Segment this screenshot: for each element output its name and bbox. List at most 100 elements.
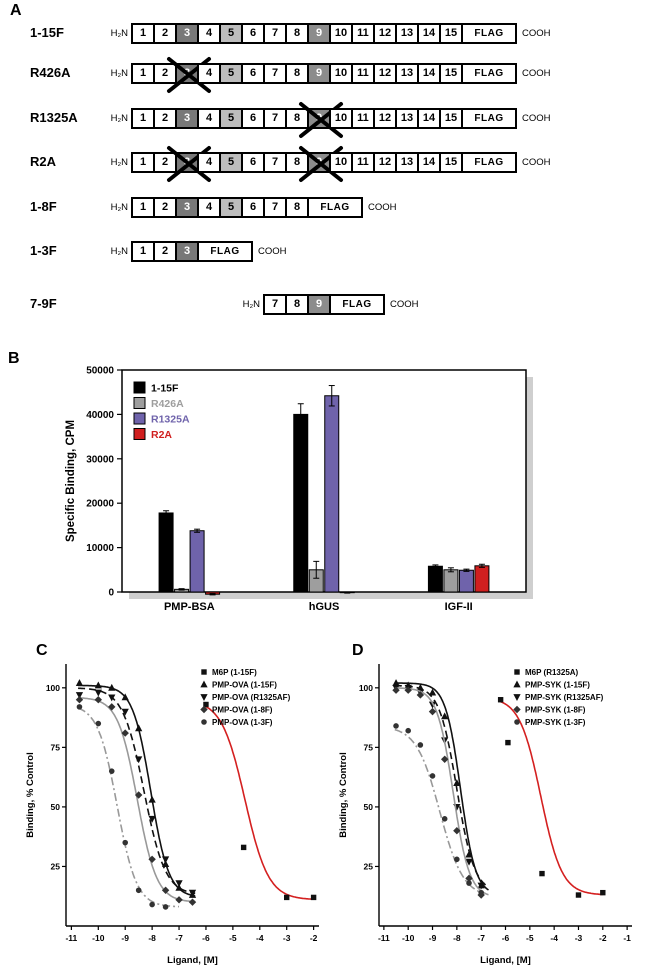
legend-label: PMP-OVA (1-3F) <box>212 718 273 727</box>
domain-box-15: 15 <box>439 22 463 44</box>
x-tick-label: -11 <box>378 933 390 943</box>
construct-label: 1-8F <box>30 199 57 214</box>
flag-tag-box: FLAG <box>307 196 363 218</box>
category-label: hGUS <box>309 601 340 613</box>
flag-tag-box: FLAG <box>461 62 517 84</box>
x-tick-label: -6 <box>502 933 510 943</box>
x-tick-label: -10 <box>92 933 105 943</box>
domain-box-9: 9 <box>307 22 331 44</box>
marker-triangle-down <box>200 694 208 701</box>
marker-circle <box>95 720 102 727</box>
legend: M6P (1-15F) PMP-OVA (1-15F) PMP-OVA (R1325… <box>200 668 291 727</box>
x-tick-label: -8 <box>148 933 156 943</box>
marker-diamond <box>161 886 170 894</box>
domain-box-2: 2 <box>153 240 177 262</box>
domain-box-6: 6 <box>241 151 265 173</box>
y-tick-label: 10000 <box>86 543 114 554</box>
marker-circle <box>149 901 155 908</box>
domain-box-1: 1 <box>131 107 155 129</box>
curve-M6P (1-15F) <box>204 705 314 900</box>
marker-triangle <box>94 681 102 689</box>
domain-box-7: 7 <box>263 196 287 218</box>
domain-box-11: 11 <box>351 62 375 84</box>
marker-triangle <box>161 860 170 867</box>
marker-square <box>575 892 582 898</box>
marker-diamond <box>453 827 461 835</box>
y-tick-label: 40000 <box>86 410 114 421</box>
n-terminus-label: H₂N <box>110 156 128 168</box>
x-tick-label: -6 <box>202 933 210 943</box>
marker-diamond <box>440 755 449 763</box>
c-terminus-label: COOH <box>522 156 551 168</box>
marker-diamond <box>392 686 400 694</box>
marker-triangle-down <box>161 856 170 864</box>
flag-tag-box: FLAG <box>329 293 385 315</box>
marker-diamond <box>416 691 425 699</box>
construct-label: R426A <box>30 65 71 80</box>
marker-square <box>497 697 504 703</box>
y-tick-label: 50 <box>51 802 61 812</box>
domain-box-11: 11 <box>351 107 375 129</box>
marker-triangle-down <box>108 694 116 702</box>
marker-triangle-down <box>188 889 197 897</box>
x-tick-label: -4 <box>550 933 558 943</box>
marker-circle <box>76 704 83 710</box>
construct-strip: H₂N 1 2 3 4 5 6 7 8 9 10 11 12 13 14 15 FLAG COOH <box>94 145 551 182</box>
x-tick-label: -9 <box>121 933 129 943</box>
domain-box-3: 3 <box>167 56 211 93</box>
marker-circle <box>122 839 129 846</box>
y-tick-label: 0 <box>108 588 114 599</box>
marker-triangle-down <box>465 858 473 866</box>
legend-swatch <box>133 412 146 425</box>
domain-box-2: 2 <box>153 22 177 44</box>
domain-box-4: 4 <box>197 196 221 218</box>
marker-diamond <box>428 707 437 716</box>
domain-box-6: 6 <box>241 62 265 84</box>
marker-triangle-down <box>75 692 84 699</box>
bar-1-15F <box>293 413 309 593</box>
marker-triangle <box>441 712 449 720</box>
bar-R1325A <box>189 530 205 593</box>
marker-triangle-down <box>175 880 183 888</box>
curve-PMP-OVA (1-3F) <box>77 707 179 908</box>
marker-triangle-down <box>94 689 102 697</box>
panel-b-label: B <box>8 350 20 367</box>
bar-1-15F <box>427 565 443 593</box>
curve-PMP-SYK (R1325AF) <box>394 684 489 888</box>
domain-box-13: 13 <box>395 107 419 129</box>
marker-square <box>284 894 290 901</box>
domain-box-14: 14 <box>417 22 441 44</box>
domain-box-3: 3 <box>175 196 199 218</box>
construct-strip: H₂N 7 8 9 FLAG COOH <box>226 293 419 315</box>
legend-label: PMP-OVA (R1325AF) <box>212 693 291 702</box>
flag-tag-box: FLAG <box>461 107 517 129</box>
marker-square <box>310 894 317 901</box>
x-axis-title: Ligand, [M] <box>480 955 531 966</box>
domain-box-5: 5 <box>219 107 243 129</box>
marker-triangle <box>200 680 208 688</box>
construct-strip: H₂N 1 2 3 4 5 6 7 8 9 10 11 12 13 14 15 FLAG COOH <box>94 56 551 93</box>
n-terminus-label: H₂N <box>110 27 128 39</box>
y-tick-label: 75 <box>51 742 61 752</box>
domain-box-3: 3 <box>175 22 199 44</box>
marker-diamond <box>200 705 208 714</box>
domain-box-2: 2 <box>153 107 177 129</box>
domain-box-9: 9 <box>307 62 331 84</box>
marker-diamond <box>75 696 84 704</box>
domain-box-2: 2 <box>153 196 177 218</box>
panel-c-line-chart: -11 -10 -9 -8 -7 -6 -5 -4 -3 -2 25 50 75 100 Ligand, [… <box>25 664 319 966</box>
x-axis-title: Ligand, [M] <box>167 955 218 966</box>
legend-label: M6P (1-15F) <box>212 668 257 677</box>
marker-diamond <box>175 896 183 904</box>
construct-label: 1-15F <box>30 25 64 40</box>
marker-square <box>505 739 511 746</box>
x-tick-label: -9 <box>429 933 437 943</box>
legend: M6P (R1325A) PMP-SYK (1-15F) PMP-SYK (R132… <box>513 668 604 727</box>
marker-circle <box>405 727 411 734</box>
y-tick-label: 25 <box>364 861 374 871</box>
legend-label: PMP-SYK (R1325AF) <box>525 693 604 702</box>
marker-triangle <box>108 683 116 691</box>
n-terminus-label: H₂N <box>110 201 128 213</box>
x-tick-label: -1 <box>623 933 631 943</box>
construct-strip: H₂N 1 2 3 4 5 6 7 8 9 10 11 12 13 14 15 FLAG COOH <box>94 101 551 138</box>
